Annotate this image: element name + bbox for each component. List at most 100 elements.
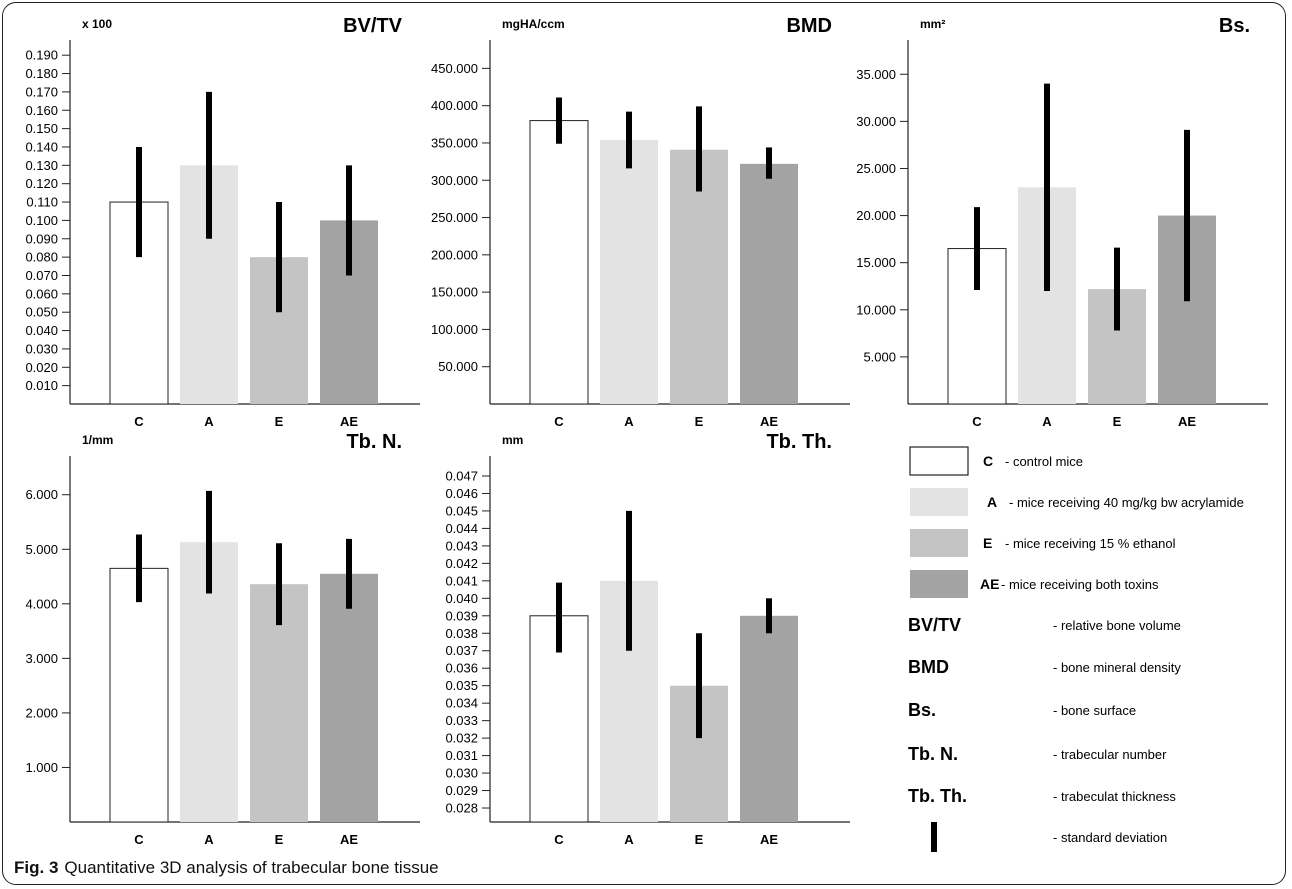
y-tick-label: 200.000 <box>431 247 478 262</box>
y-tick-label: 350.000 <box>431 135 478 150</box>
legend-abbr-term: Tb. N. <box>908 744 958 764</box>
category-label: C <box>554 832 564 847</box>
y-tick-label: 0.032 <box>445 731 478 746</box>
y-tick-label: 0.028 <box>445 801 478 816</box>
y-tick-label: 0.180 <box>25 66 58 81</box>
y-tick-label: 15.000 <box>856 255 896 270</box>
bar-ae <box>740 615 798 822</box>
y-tick-label: 0.050 <box>25 305 58 320</box>
legend-abbr-description: - trabecular number <box>1053 747 1167 762</box>
bar-ae <box>320 573 378 822</box>
y-tick-label: 0.040 <box>25 323 58 338</box>
category-label: C <box>554 414 564 429</box>
legend-swatch-ae <box>910 570 968 598</box>
category-label: A <box>204 832 214 847</box>
y-tick-label: 300.000 <box>431 173 478 188</box>
chart-unit-label: 1/mm <box>82 433 113 447</box>
category-label: E <box>695 414 704 429</box>
legend-error-bar-description: - standard deviation <box>1053 830 1167 845</box>
figure-caption-text: Quantitative 3D analysis of trabecular b… <box>64 858 439 877</box>
y-tick-label: 0.140 <box>25 139 58 154</box>
category-label: AE <box>340 832 358 847</box>
legend-abbr-term: Tb. Th. <box>908 786 967 806</box>
y-tick-label: 0.070 <box>25 268 58 283</box>
y-tick-label: 0.044 <box>445 521 478 536</box>
legend-description: - control mice <box>1005 454 1083 469</box>
bar-ae <box>740 163 798 404</box>
y-tick-label: 0.010 <box>25 378 58 393</box>
legend-abbr-description: - bone mineral density <box>1053 660 1181 675</box>
legend-description: - mice receiving 15 % ethanol <box>1005 536 1176 551</box>
category-label: C <box>134 832 144 847</box>
category-label: AE <box>760 832 778 847</box>
y-tick-label: 5.000 <box>863 349 896 364</box>
chart-title: Tb. N. <box>346 431 402 453</box>
category-label: E <box>1113 414 1122 429</box>
y-tick-label: 3.000 <box>25 651 58 666</box>
y-tick-label: 50.000 <box>438 359 478 374</box>
legend-swatch-e <box>910 529 968 557</box>
chart-title: BMD <box>786 15 832 37</box>
chart-panel-1: mgHA/ccm BMD 50.000 100.000 150.000 200.000 25… <box>431 15 850 429</box>
y-tick-label: 0.029 <box>445 783 478 798</box>
y-tick-label: 0.038 <box>445 626 478 641</box>
y-tick-label: 0.030 <box>25 341 58 356</box>
y-tick-label: 0.150 <box>25 121 58 136</box>
legend-abbr-description: - bone surface <box>1053 703 1136 718</box>
y-tick-label: 0.035 <box>445 678 478 693</box>
y-tick-label: 150.000 <box>431 285 478 300</box>
y-tick-label: 0.130 <box>25 158 58 173</box>
bar-c <box>529 120 589 405</box>
y-tick-label: 0.031 <box>445 748 478 763</box>
chart-title: BV/TV <box>343 15 403 37</box>
y-tick-label: 2.000 <box>25 705 58 720</box>
y-tick-label: 0.033 <box>445 713 478 728</box>
legend-abbr-term: BMD <box>908 657 949 677</box>
bar-c <box>109 567 169 823</box>
category-label: AE <box>340 414 358 429</box>
category-label: E <box>275 414 284 429</box>
legend-abbr-term: Bs. <box>908 700 936 720</box>
y-tick-label: 0.030 <box>445 766 478 781</box>
legend-swatch-a <box>910 488 968 516</box>
y-tick-label: 0.090 <box>25 231 58 246</box>
legend-key-e: E <box>983 535 992 551</box>
y-tick-label: 0.034 <box>445 696 478 711</box>
category-label: A <box>624 832 634 847</box>
y-tick-label: 0.042 <box>445 556 478 571</box>
figure-caption: Fig. 3 Quantitative 3D analysis of trabec… <box>14 858 439 878</box>
category-label: A <box>1042 414 1052 429</box>
figure-label: Fig. 3 <box>14 858 59 877</box>
y-tick-label: 30.000 <box>856 114 896 129</box>
y-tick-label: 0.046 <box>445 486 478 501</box>
category-label: AE <box>760 414 778 429</box>
y-tick-label: 0.040 <box>445 591 478 606</box>
legend: C - control mice A - mice receiving 40 mg/k… <box>908 446 1244 852</box>
chart-unit-label: mm² <box>920 17 945 31</box>
legend-description: - mice receiving 40 mg/kg bw acrylamide <box>1009 495 1244 510</box>
legend-key-c: C <box>983 453 993 469</box>
legend-abbr-description: - trabeculat thickness <box>1053 789 1176 804</box>
y-tick-label: 250.000 <box>431 210 478 225</box>
category-label: A <box>204 414 214 429</box>
y-tick-label: 0.080 <box>25 250 58 265</box>
legend-abbr-description: - relative bone volume <box>1053 618 1181 633</box>
y-tick-label: 0.047 <box>445 468 478 483</box>
y-tick-label: 0.110 <box>26 195 58 210</box>
y-tick-label: 0.060 <box>25 286 58 301</box>
y-tick-label: 450.000 <box>431 61 478 76</box>
y-tick-label: 400.000 <box>431 98 478 113</box>
chart-title: Bs. <box>1219 15 1250 37</box>
y-tick-label: 25.000 <box>856 161 896 176</box>
chart-panel-0: x 100 BV/TV 0.010 0.020 0.030 0.040 0.050 0.060… <box>25 15 420 429</box>
y-tick-label: 6.000 <box>25 487 58 502</box>
y-tick-label: 0.041 <box>445 573 478 588</box>
y-tick-label: 0.039 <box>445 608 478 623</box>
chart-panel-3: 1/mm Tb. N. 1.000 2.000 3.000 4.000 5.000 6.000… <box>25 431 420 847</box>
chart-panel-2: mm² Bs. 5.000 10.000 15.000 20.000 25.000 30.00… <box>856 15 1268 429</box>
legend-key-a: A <box>987 494 997 510</box>
chart-unit-label: mm <box>502 433 523 447</box>
y-tick-label: 4.000 <box>25 596 58 611</box>
legend-key-ae: AE <box>980 576 999 592</box>
